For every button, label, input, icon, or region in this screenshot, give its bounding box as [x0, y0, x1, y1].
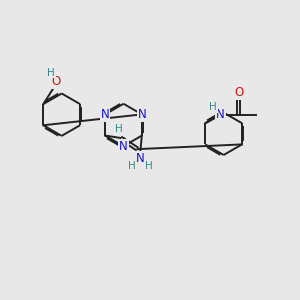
Text: H: H: [145, 161, 153, 171]
Text: H: H: [128, 161, 135, 171]
Text: N: N: [136, 152, 145, 165]
Text: O: O: [234, 86, 243, 99]
Text: H: H: [209, 102, 217, 112]
Text: H: H: [115, 124, 123, 134]
Text: H: H: [47, 68, 55, 78]
Text: N: N: [216, 109, 225, 122]
Text: H: H: [135, 153, 143, 163]
Text: N: N: [101, 108, 110, 121]
Text: N: N: [119, 140, 128, 153]
Text: N: N: [137, 108, 146, 121]
Text: O: O: [51, 75, 60, 88]
